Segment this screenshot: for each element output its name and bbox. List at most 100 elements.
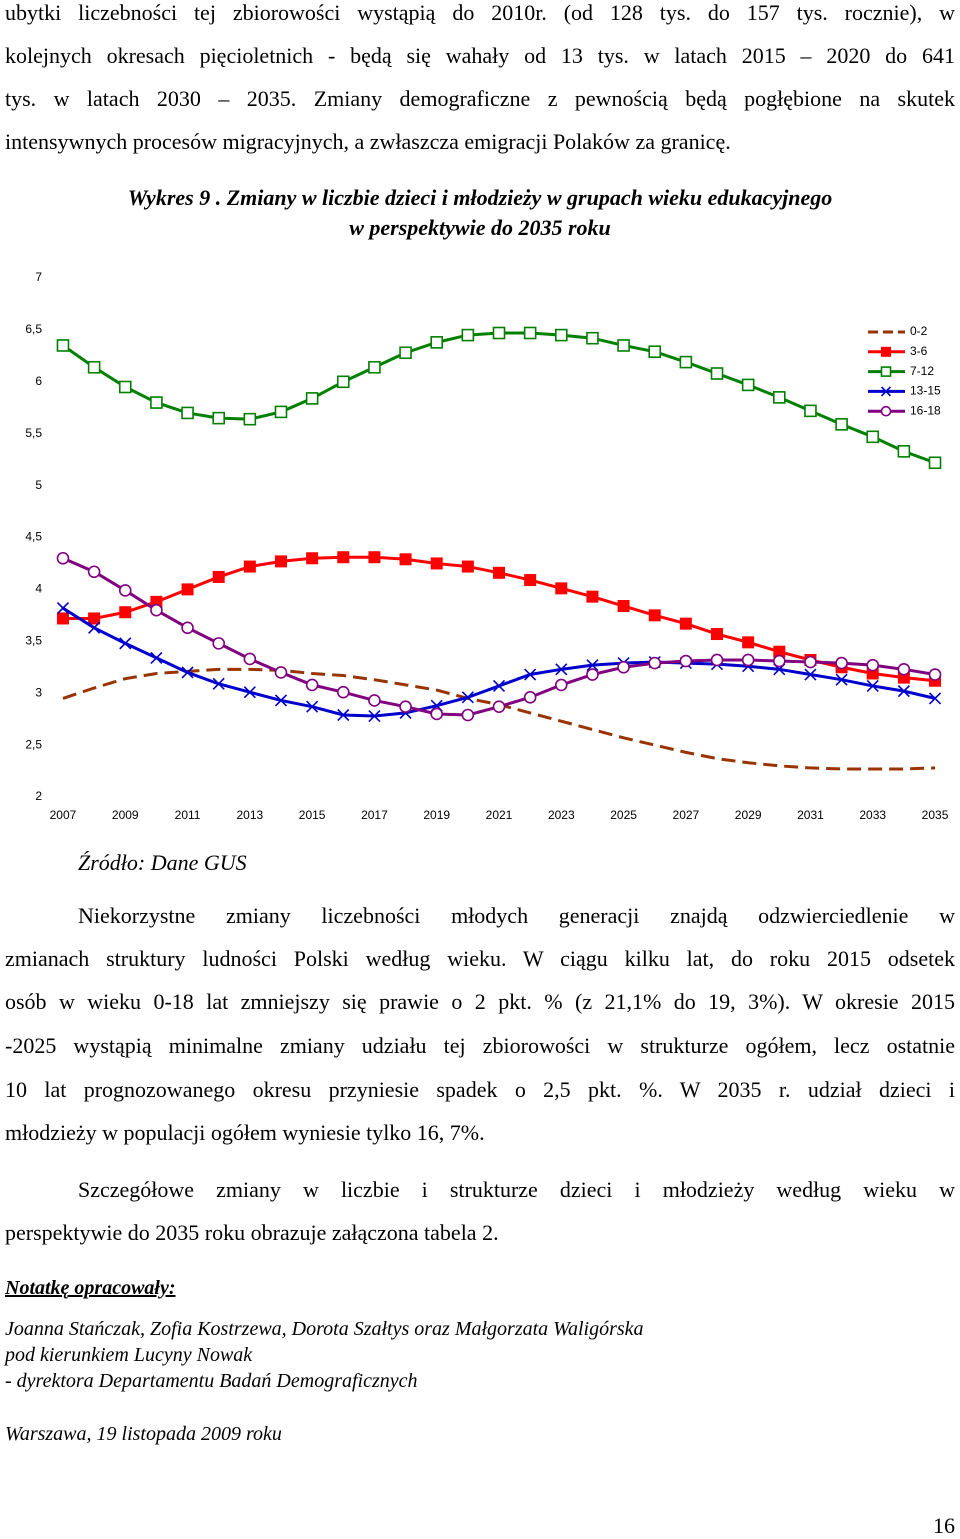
figure-title: Wykres 9 . Zmiany w liczbie dzieci i mło… [127,185,833,210]
author-line: - dyrektora Departamentu Badań Demografi… [5,1370,418,1392]
marker [274,666,288,679]
marker [461,560,474,573]
marker [586,331,599,345]
marker [181,406,194,420]
marker [835,418,848,431]
marker [212,637,225,650]
text-line: ubytki liczebności tej zbiorowości wystą… [5,0,955,25]
marker [399,700,412,713]
marker [679,654,693,668]
marker [773,391,786,404]
marker [710,653,724,667]
marker [773,654,786,668]
marker [586,590,599,603]
marker [492,700,506,713]
marker [461,328,475,342]
x-tick-label: 2027 [673,808,700,822]
y-tick-label: 4,5 [25,530,42,544]
x-tick-label: 2017 [361,808,388,822]
notes-heading: Notatkę opracowały: [5,1277,176,1299]
legend-label: 7-12 [910,364,934,378]
marker [586,668,599,681]
marker [56,602,70,615]
text-line: -2025 wystąpią minimalne zmiany udziału … [5,1033,955,1058]
marker [306,700,319,713]
date: Warszawa, 19 listopada 2009 roku [5,1423,282,1445]
x-tick-label: 2025 [610,808,637,822]
y-tick-label: 2,5 [25,737,42,751]
text-line: osób w wieku 0-18 lat zmniejszy się praw… [5,989,955,1014]
marker [804,404,817,418]
marker [88,612,101,625]
series-line [62,667,936,771]
marker [243,560,256,573]
legend-label: 16-18 [910,403,941,417]
marker [212,411,225,425]
marker [742,636,755,649]
marker [555,663,568,676]
marker [648,609,661,622]
marker [897,685,910,698]
marker [555,582,568,595]
marker [150,603,163,617]
marker [212,677,225,690]
marker [866,658,880,672]
text-line: młodzieży w populacji ogółem wyniesie ty… [5,1120,485,1145]
marker [617,339,630,352]
x-tick-label: 2031 [797,808,824,822]
marker [88,621,101,634]
marker [741,378,755,392]
marker [181,621,194,635]
marker [835,656,848,670]
x-tick-label: 2029 [735,808,762,822]
x-tick-label: 2013 [236,808,263,822]
marker [243,686,256,699]
author-line: Joanna Stańczak, Zofia Kostrzewa, Dorota… [5,1318,644,1340]
marker [928,456,942,470]
y-tick-label: 6,5 [25,322,42,336]
marker [56,551,70,565]
marker [880,405,892,417]
x-tick-label: 2033 [859,808,886,822]
text-line: Szczegółowe zmiany w liczbie i strukturz… [78,1177,955,1202]
marker [835,673,848,686]
y-tick-label: 2 [35,789,42,803]
marker [554,678,568,692]
marker [243,412,257,426]
marker [710,367,724,380]
x-tick-label: 2009 [112,808,139,822]
marker [305,678,319,692]
x-tick-label: 2021 [486,808,513,822]
marker [493,566,505,579]
marker [492,326,506,340]
x-tick-label: 2007 [50,808,77,822]
marker [368,709,381,723]
y-tick-label: 6 [35,374,42,388]
text-line: perspektywie do 2035 roku obrazuje załąc… [5,1220,499,1245]
marker [430,336,444,349]
marker [554,328,568,342]
author-line: pod kierunkiem Lucyny Nowak [5,1344,253,1366]
figure-title: w perspektywie do 2035 roku [349,215,611,240]
page-number: 16 [933,1513,955,1538]
marker [337,708,350,722]
x-tick-label: 2035 [922,808,949,822]
marker [306,552,319,565]
legend-label: 3-6 [910,344,928,358]
source: Źródło: Dane GUS [78,850,247,875]
marker [368,694,381,707]
marker [523,326,537,340]
marker [368,551,381,564]
marker [897,663,911,676]
text-line: intensywnych procesów migracyjnych, a zw… [5,129,731,154]
marker [804,668,817,681]
text-line: tys. w latach 2030 – 2035. Zmiany demogr… [5,86,955,111]
marker [461,708,475,722]
marker [118,584,132,597]
marker [679,617,692,630]
marker [337,551,350,564]
marker [523,691,537,704]
marker [880,366,892,377]
marker [492,679,506,692]
